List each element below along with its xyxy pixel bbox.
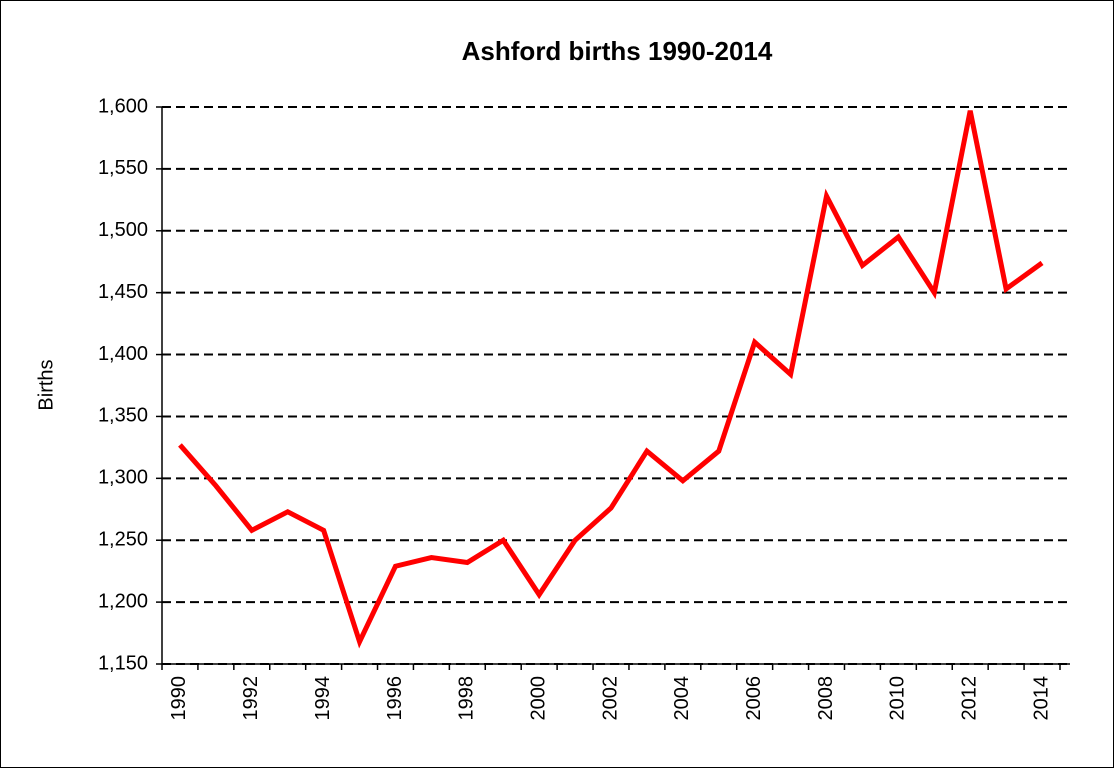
x-tick-label: 1992	[240, 676, 262, 721]
x-tick-label: 1990	[168, 676, 190, 721]
x-tick-label: 1998	[456, 676, 478, 721]
y-tick-label: 1,150	[98, 652, 148, 674]
x-tick-label: 2000	[527, 676, 549, 721]
y-tick-label: 1,500	[98, 219, 148, 241]
y-tick-label: 1,400	[98, 343, 148, 365]
x-tick-label: 2010	[887, 676, 909, 721]
y-axis-label: Births	[35, 359, 57, 410]
x-tick-label: 2014	[1030, 676, 1052, 721]
chart-title: Ashford births 1990-2014	[462, 36, 773, 66]
x-tick-label: 2012	[958, 676, 980, 721]
y-tick-label: 1,600	[98, 95, 148, 117]
data-line	[178, 110, 1044, 649]
x-tick-label: 2008	[815, 676, 837, 721]
y-tick-label: 1,550	[98, 157, 148, 179]
y-tick-label: 1,450	[98, 281, 148, 303]
x-tick-label: 1996	[384, 676, 406, 721]
x-tick-label: 2006	[743, 676, 765, 721]
x-tick-label: 2004	[671, 676, 693, 721]
y-tick-label: 1,350	[98, 405, 148, 427]
y-tick-label: 1,250	[98, 529, 148, 551]
x-tick-label: 2002	[599, 676, 621, 721]
y-tick-label: 1,200	[98, 590, 148, 612]
x-tick-label: 1994	[312, 676, 334, 721]
y-tick-label: 1,300	[98, 467, 148, 489]
